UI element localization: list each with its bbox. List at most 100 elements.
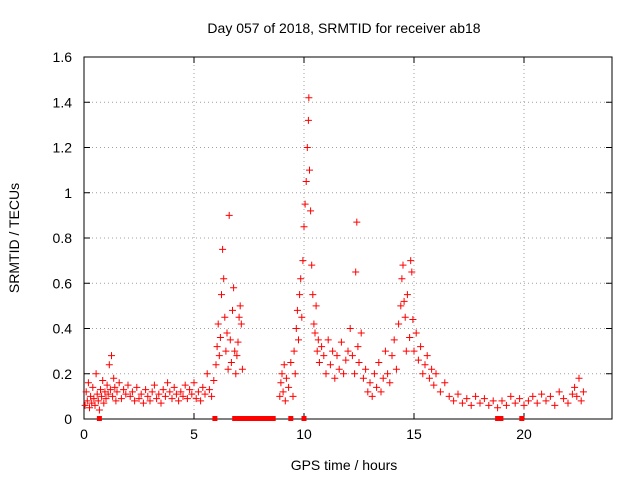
data-point xyxy=(229,306,236,314)
data-point xyxy=(190,379,198,387)
data-point xyxy=(485,401,493,409)
data-point xyxy=(304,116,312,124)
data-point xyxy=(237,320,245,328)
data-point xyxy=(168,395,176,403)
grid-lines xyxy=(84,57,612,419)
data-point xyxy=(214,320,222,328)
data-point xyxy=(357,329,365,337)
data-point xyxy=(302,177,310,185)
data-point xyxy=(223,329,231,337)
data-point xyxy=(179,392,187,400)
zero-marker xyxy=(232,416,238,421)
data-points xyxy=(81,94,587,421)
data-point xyxy=(159,386,167,394)
data-point xyxy=(308,261,316,269)
data-point xyxy=(454,390,462,398)
data-point xyxy=(307,207,315,215)
data-point xyxy=(312,302,320,310)
data-point xyxy=(126,392,134,400)
data-point xyxy=(368,392,376,400)
data-point xyxy=(188,390,196,398)
data-point xyxy=(352,268,360,276)
data-point xyxy=(346,325,354,332)
data-point xyxy=(366,379,374,387)
data-point xyxy=(216,334,224,342)
zero-marker xyxy=(248,416,254,421)
data-point xyxy=(450,397,458,405)
data-point xyxy=(502,401,510,409)
data-point xyxy=(577,397,585,405)
data-point xyxy=(110,374,118,382)
data-point xyxy=(83,397,91,405)
data-point xyxy=(278,370,286,378)
data-point xyxy=(282,374,290,382)
data-point xyxy=(529,392,537,400)
y-axis-label: SRMTID / TECUs xyxy=(6,183,22,293)
data-point xyxy=(403,291,411,299)
data-point xyxy=(498,397,506,405)
zero-marker xyxy=(212,416,218,421)
data-point xyxy=(410,347,418,355)
data-point xyxy=(234,338,242,346)
data-point xyxy=(186,386,194,394)
data-point xyxy=(331,374,339,382)
data-point xyxy=(399,261,407,269)
data-point xyxy=(153,395,161,403)
zero-marker xyxy=(519,416,525,421)
data-point xyxy=(315,358,323,366)
x-axis-ticks: 0 5 10 15 20 xyxy=(80,57,532,442)
data-point xyxy=(124,381,132,389)
data-point xyxy=(164,379,172,387)
data-point xyxy=(575,374,583,382)
data-point xyxy=(379,374,387,382)
x-tick-label: 5 xyxy=(190,426,198,442)
chart-title: Day 057 of 2018, SRMTID for receiver ab1… xyxy=(207,20,480,36)
data-point xyxy=(305,94,313,102)
data-point xyxy=(324,336,332,344)
data-point xyxy=(197,397,205,405)
data-point xyxy=(291,370,299,378)
x-tick-label: 15 xyxy=(406,426,422,442)
data-point xyxy=(390,336,398,344)
data-point xyxy=(417,343,425,351)
data-point xyxy=(524,397,532,405)
data-point xyxy=(131,397,139,405)
data-point xyxy=(192,395,200,403)
data-point xyxy=(199,383,207,391)
data-point xyxy=(320,352,328,360)
data-point xyxy=(388,352,396,360)
data-point xyxy=(432,370,440,378)
data-point xyxy=(311,329,319,337)
data-point xyxy=(111,383,119,391)
data-point xyxy=(287,358,295,366)
zero-marker xyxy=(301,416,307,421)
data-point xyxy=(370,370,378,378)
data-point xyxy=(406,334,414,342)
data-point xyxy=(542,397,550,405)
zero-marker xyxy=(261,416,267,421)
data-point xyxy=(395,320,403,328)
zero-marker xyxy=(257,416,263,421)
data-point xyxy=(235,313,243,321)
zero-marker xyxy=(253,416,259,421)
data-point xyxy=(213,343,221,351)
data-point xyxy=(120,386,128,394)
data-point xyxy=(102,395,110,403)
data-point xyxy=(231,347,239,355)
data-point xyxy=(144,392,152,400)
zero-marker xyxy=(244,416,250,421)
data-point xyxy=(414,356,422,364)
data-point xyxy=(99,377,107,385)
data-point xyxy=(392,365,400,373)
data-point xyxy=(105,361,113,369)
zero-marker xyxy=(239,416,245,421)
data-point xyxy=(292,325,300,332)
data-point xyxy=(467,401,475,409)
y-tick-label: 0.8 xyxy=(53,230,73,246)
data-point xyxy=(218,291,225,299)
data-point xyxy=(303,144,311,151)
zero-marker xyxy=(495,416,501,421)
y-axis-ticks: 0 0.2 0.4 0.6 0.8 1 1.2 1.4 1.6 xyxy=(53,49,612,427)
data-point xyxy=(375,358,383,366)
data-point xyxy=(109,392,117,400)
